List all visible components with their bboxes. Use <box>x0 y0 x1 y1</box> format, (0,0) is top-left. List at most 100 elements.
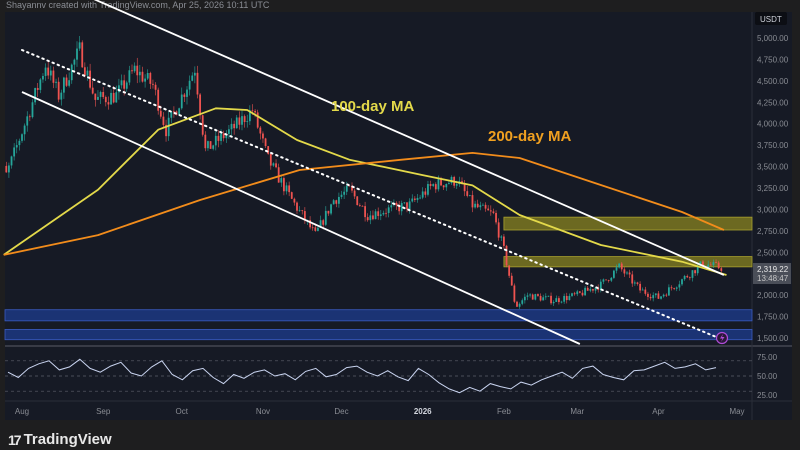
candle-body <box>159 110 162 117</box>
candle-body <box>599 281 602 290</box>
candle-body <box>157 89 160 111</box>
price-tick-label: 3,000.00 <box>757 205 789 214</box>
candle-body <box>361 205 364 207</box>
candle-body <box>565 295 568 301</box>
candle-body <box>584 287 586 296</box>
candle-body <box>83 67 86 76</box>
candle-body <box>110 92 112 105</box>
ma200-line <box>3 151 725 256</box>
candle-body <box>335 200 338 204</box>
candle-body <box>21 134 23 141</box>
candle-body <box>607 280 610 281</box>
candle-body <box>623 269 626 274</box>
candle-body <box>513 285 516 302</box>
candle-body <box>398 205 401 212</box>
candle-body <box>571 293 573 296</box>
time-tick-label: Aug <box>15 407 29 416</box>
candle-body <box>437 179 440 190</box>
candle-body <box>626 272 628 274</box>
candle-body <box>526 295 529 297</box>
candle-body <box>539 295 542 301</box>
candle-body <box>285 185 288 192</box>
candle-body <box>558 298 560 303</box>
candle-body <box>466 191 469 196</box>
alert-icon[interactable] <box>715 331 729 345</box>
candle-body <box>44 67 47 76</box>
candle-body <box>641 289 644 291</box>
candle-body <box>97 96 99 100</box>
candle-body <box>136 65 139 76</box>
tradingview-logo-text: TradingView <box>23 431 112 448</box>
candle-body <box>277 167 280 183</box>
candle-body <box>455 184 458 186</box>
ma100-line <box>3 107 727 276</box>
candle-body <box>495 212 497 223</box>
candle-body <box>400 203 403 212</box>
candle-body <box>615 267 618 271</box>
time-tick-label: Apr <box>652 407 665 416</box>
candle-body <box>406 202 408 210</box>
candle-body <box>49 70 52 76</box>
candle-body <box>275 163 277 168</box>
ma200-label: 200-day MA <box>488 128 572 145</box>
candle-body <box>649 296 652 299</box>
candle-body <box>416 197 419 200</box>
candle-body <box>489 210 492 212</box>
candle-body <box>26 116 29 126</box>
candle-body <box>586 287 589 291</box>
candle-body <box>131 70 133 72</box>
candle-body <box>120 80 123 86</box>
candle-body <box>186 89 188 97</box>
candle-body <box>696 265 699 274</box>
candle-body <box>699 261 702 266</box>
candle-body <box>238 117 241 125</box>
candle-body <box>34 88 36 103</box>
candle-body <box>220 133 222 141</box>
candle-body <box>15 145 18 148</box>
candle-body <box>395 202 398 206</box>
candle-body <box>18 140 21 146</box>
candle-body <box>356 196 359 206</box>
price-tick-label: 3,500.00 <box>757 163 789 172</box>
candle-body <box>230 123 233 130</box>
candle-body <box>544 296 547 298</box>
candle-body <box>521 300 524 304</box>
candle-body <box>508 265 511 276</box>
price-tick-label: 3,750.00 <box>757 141 789 150</box>
candle-body <box>193 72 196 76</box>
candle-body <box>474 203 476 208</box>
price-tick-label: 4,250.00 <box>757 98 789 107</box>
candle-body <box>707 264 710 267</box>
candle-body <box>720 268 723 271</box>
candle-body <box>715 262 717 263</box>
candle-body <box>681 279 683 285</box>
price-axis-background <box>752 12 792 420</box>
time-tick-label: Oct <box>176 407 189 416</box>
candle-body <box>482 204 484 206</box>
candle-body <box>618 263 621 268</box>
currency-label: USDT <box>760 15 782 24</box>
candle-body <box>104 97 107 103</box>
candle-body <box>500 236 503 238</box>
candle-body <box>327 210 330 214</box>
candle-body <box>207 141 209 149</box>
candle-body <box>568 295 571 301</box>
candle-body <box>173 111 175 113</box>
candle-body <box>440 179 442 186</box>
candle-body <box>254 110 256 113</box>
candle-body <box>170 111 173 118</box>
candle-body <box>165 124 167 137</box>
oscillator-tick-label: 25.00 <box>757 391 778 400</box>
chart-attribution: Shayannv created with TradingView.com, A… <box>6 0 270 10</box>
candle-body <box>204 134 207 149</box>
candle-body <box>694 270 696 274</box>
tradingview-logo[interactable]: 17 TradingView <box>8 431 112 448</box>
candle-body <box>338 196 340 204</box>
candle-body <box>576 291 579 295</box>
candle-body <box>330 204 332 214</box>
price-tick-label: 2,750.00 <box>757 227 789 236</box>
candle-body <box>70 64 73 81</box>
candle-body <box>267 146 270 154</box>
candle-body <box>214 135 217 146</box>
